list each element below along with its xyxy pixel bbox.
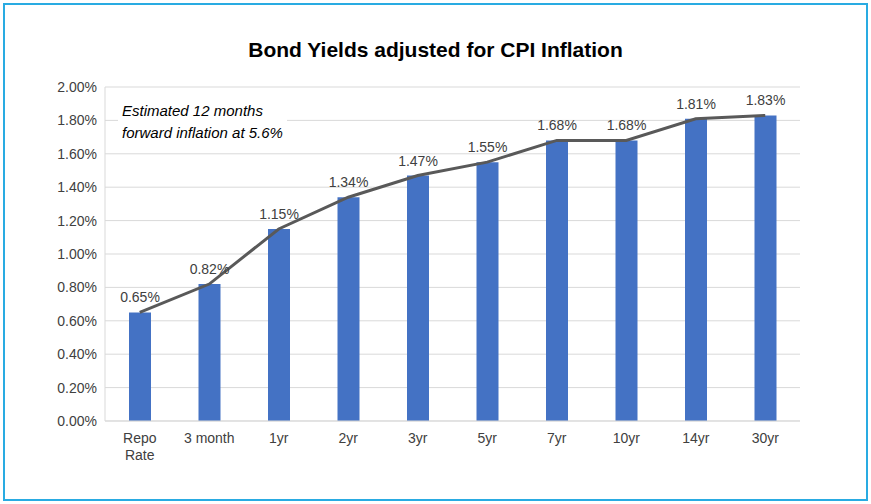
svg-text:0.82%: 0.82% — [190, 261, 230, 277]
svg-text:1.83%: 1.83% — [746, 92, 786, 108]
svg-text:1yr: 1yr — [269, 430, 289, 446]
svg-text:3yr: 3yr — [408, 430, 428, 446]
svg-text:0.20%: 0.20% — [57, 380, 97, 396]
svg-text:0.80%: 0.80% — [57, 279, 97, 295]
svg-text:1.20%: 1.20% — [57, 213, 97, 229]
svg-text:5yr: 5yr — [478, 430, 498, 446]
svg-text:1.34%: 1.34% — [329, 174, 369, 190]
svg-text:1.68%: 1.68% — [607, 117, 647, 133]
svg-text:1.00%: 1.00% — [57, 246, 97, 262]
svg-text:2yr: 2yr — [339, 430, 359, 446]
svg-text:1.80%: 1.80% — [57, 112, 97, 128]
svg-text:1.40%: 1.40% — [57, 179, 97, 195]
svg-text:1.60%: 1.60% — [57, 146, 97, 162]
svg-text:10yr: 10yr — [613, 430, 641, 446]
svg-text:0.40%: 0.40% — [57, 346, 97, 362]
svg-text:RepoRate: RepoRate — [123, 430, 157, 463]
svg-text:0.65%: 0.65% — [120, 289, 160, 305]
svg-text:1.47%: 1.47% — [398, 153, 438, 169]
svg-text:1.15%: 1.15% — [259, 206, 299, 222]
svg-text:30yr: 30yr — [752, 430, 780, 446]
html-text:forward inflation at 5.6%: forward inflation at 5.6% — [122, 124, 283, 141]
svg-text:2.00%: 2.00% — [57, 79, 97, 95]
svg-text:1.68%: 1.68% — [537, 117, 577, 133]
svg-text:7yr: 7yr — [547, 430, 567, 446]
html-text:Bond Yields adjusted for CPI I: Bond Yields adjusted for CPI Inflation — [248, 38, 623, 61]
svg-text:1.55%: 1.55% — [468, 139, 508, 155]
svg-text:0.60%: 0.60% — [57, 313, 97, 329]
svg-text:0.00%: 0.00% — [57, 413, 97, 429]
svg-text:14yr: 14yr — [682, 430, 710, 446]
svg-text:1.81%: 1.81% — [676, 96, 716, 112]
svg-text:3 month: 3 month — [184, 430, 235, 446]
html-text:Estimated 12 months: Estimated 12 months — [122, 102, 263, 119]
